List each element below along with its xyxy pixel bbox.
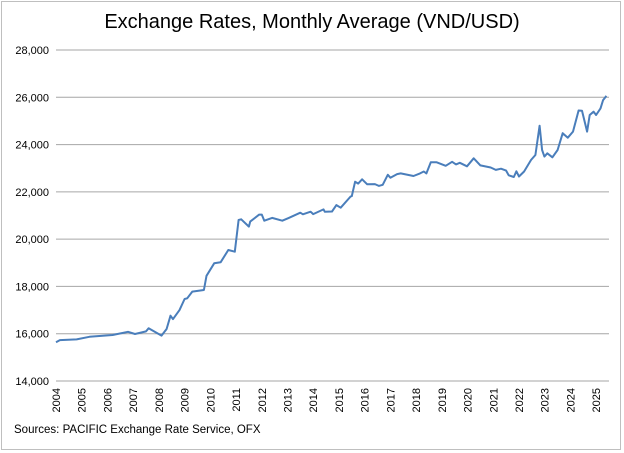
x-tick-label: 2012 [257, 388, 269, 412]
y-tick-label: 26,000 [15, 92, 49, 104]
x-tick-label: 2010 [205, 388, 217, 412]
y-tick-label: 18,000 [15, 281, 49, 293]
y-tick-label: 16,000 [15, 329, 49, 341]
y-tick-label: 22,000 [15, 187, 49, 199]
x-tick-label: 2024 [565, 388, 577, 412]
x-tick-label: 2009 [180, 388, 192, 412]
x-tick-label: 2004 [51, 388, 63, 412]
x-tick-label: 2019 [437, 388, 449, 412]
x-tick-label: 2021 [488, 388, 500, 412]
x-tick-label: 2013 [282, 388, 294, 412]
y-tick-label: 24,000 [15, 140, 49, 152]
y-tick-label: 14,000 [15, 376, 49, 388]
x-tick-label: 2015 [334, 388, 346, 412]
x-tick-label: 2014 [308, 388, 320, 412]
chart-source: Sources: PACIFIC Exchange Rate Service, … [14, 424, 261, 436]
y-axis-ticks: 14,000 16,000 18,000 20,000 22,000 24,000 26,0… [15, 45, 49, 388]
x-tick-label: 2007 [128, 388, 140, 412]
chart-title: Exchange Rates, Monthly Average (VND/USD… [104, 11, 520, 33]
x-tick-label: 2023 [540, 388, 552, 412]
x-tick-label: 2022 [514, 388, 526, 412]
x-tick-label: 2025 [591, 388, 603, 412]
x-tick-label: 2011 [231, 388, 243, 412]
series-line [55, 95, 608, 344]
y-tick-label: 20,000 [15, 234, 49, 246]
x-tick-label: 2016 [360, 388, 372, 412]
gridlines [56, 49, 609, 382]
x-tick-label: 2006 [102, 388, 114, 412]
x-axis-ticks: 2004 2005 2006 2007 2008 2009 2010 2011 2012 2013… [51, 388, 603, 412]
x-tick-label: 2018 [411, 388, 423, 412]
x-tick-label: 2008 [154, 388, 166, 412]
x-tick-label: 2005 [77, 388, 89, 412]
y-tick-label: 28,000 [15, 45, 49, 57]
x-tick-label: 2020 [463, 388, 475, 412]
x-tick-label: 2017 [385, 388, 397, 412]
